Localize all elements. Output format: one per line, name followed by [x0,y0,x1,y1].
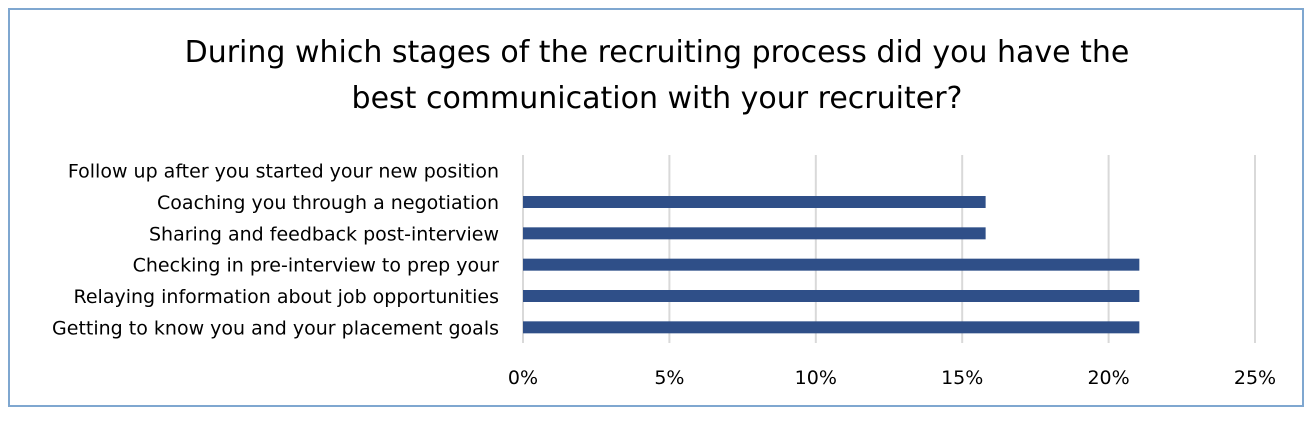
category-label: Follow up after you started your new pos… [68,161,499,183]
bar [523,227,986,240]
x-tick-label: 0% [508,367,538,389]
bar [523,196,986,208]
x-tick-label: 20% [1087,367,1129,389]
bar [523,258,1140,271]
bar [523,321,1140,334]
x-tick-labels: 0% 5% 10% 15% 20% 25% [508,367,1276,389]
category-label: Sharing and feedback post-interview [149,223,499,245]
bar [523,290,1140,302]
grid-lines [522,155,1256,343]
chart-title: During which stages of the recruiting pr… [184,35,1130,116]
x-tick-label: 15% [941,367,983,389]
category-labels: Follow up after you started your new pos… [52,161,499,340]
x-tick-label: 5% [654,367,684,389]
category-label: Relaying information about job opportuni… [74,286,500,308]
x-tick-label: 10% [795,367,837,389]
category-label: Coaching you through a negotiation [157,192,499,214]
bars [523,196,1140,334]
category-label: Getting to know you and your placement g… [52,317,499,339]
x-tick-label: 25% [1234,367,1276,389]
category-label: Checking in pre-interview to prep your [133,255,500,277]
